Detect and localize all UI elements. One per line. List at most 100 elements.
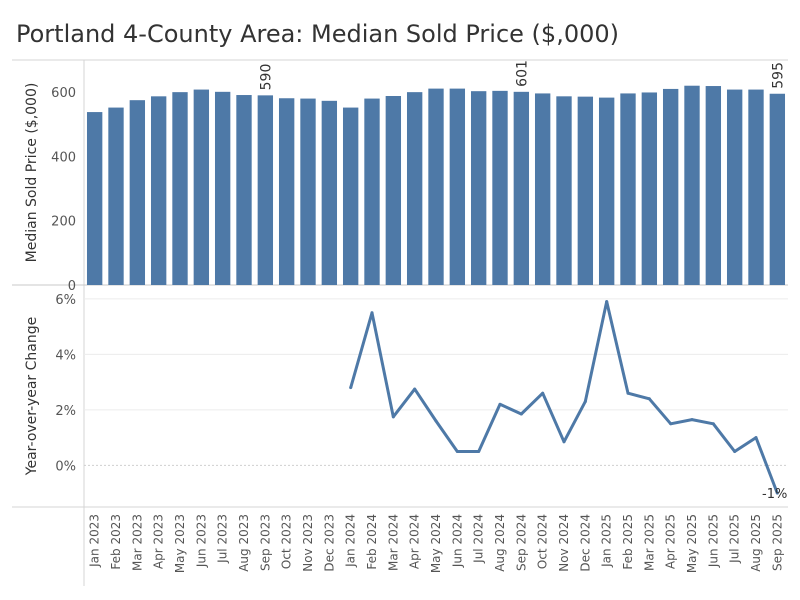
bar-data-label: 590 xyxy=(258,64,274,91)
bar-y-tick-label: 0 xyxy=(68,279,76,294)
line-point xyxy=(349,386,353,390)
x-tick-label: Feb 2023 xyxy=(109,514,123,570)
line-point xyxy=(477,450,481,453)
bar xyxy=(278,98,295,285)
x-tick-label: Aug 2025 xyxy=(749,514,763,572)
bar xyxy=(534,93,551,285)
bar-data-label: 601 xyxy=(514,60,530,87)
line-point xyxy=(583,400,587,404)
line-y-tick-label: 2% xyxy=(55,404,76,419)
line-y-axis-label: Year-over-year Change xyxy=(24,317,40,476)
bar-y-axis-label: Median Sold Price ($,000) xyxy=(24,83,40,263)
line-point xyxy=(391,415,395,419)
bar-y-tick-label: 200 xyxy=(51,215,76,230)
line-point xyxy=(434,419,438,423)
bar xyxy=(342,107,359,285)
bar xyxy=(129,100,146,285)
x-tick-label: Dec 2024 xyxy=(578,514,592,572)
bar xyxy=(705,86,722,286)
x-tick-label: Sep 2023 xyxy=(258,514,272,571)
line-point xyxy=(455,450,459,453)
x-tick-label: May 2023 xyxy=(173,514,187,573)
line-y-tick-label: 4% xyxy=(55,348,76,363)
bar xyxy=(172,92,188,286)
line-point xyxy=(647,397,651,401)
bar xyxy=(748,89,764,285)
bar xyxy=(214,91,231,285)
x-tick-label: Nov 2023 xyxy=(301,514,315,572)
x-tick-label: Sep 2024 xyxy=(514,514,528,571)
bar xyxy=(598,97,615,285)
bar xyxy=(406,92,423,286)
bar xyxy=(492,90,508,285)
bar xyxy=(577,96,594,286)
x-tick-label: Jun 2024 xyxy=(450,514,464,568)
x-axis: Jan 2023 Feb 2023 Mar 2023 Apr 2023 May 2023… xyxy=(88,514,785,573)
line-y-tick-label: 0% xyxy=(55,459,76,474)
x-tick-label: Jan 2024 xyxy=(344,514,358,568)
x-tick-label: Mar 2023 xyxy=(130,514,144,571)
line-point xyxy=(605,300,609,304)
bar xyxy=(428,88,444,285)
x-tick-label: Nov 2024 xyxy=(557,514,571,572)
bar xyxy=(300,98,316,285)
x-tick-label: Mar 2025 xyxy=(642,514,656,571)
x-tick-label: Feb 2024 xyxy=(365,514,379,570)
line-point xyxy=(754,436,758,440)
x-tick-label: Jul 2024 xyxy=(472,514,486,564)
x-tick-label: Feb 2025 xyxy=(621,514,635,570)
bar-panel: 0 200 400 600 Median Sold Price ($,000) 590 60… xyxy=(24,60,786,294)
yoy-line-series xyxy=(349,300,779,494)
bar xyxy=(86,112,103,285)
x-tick-label: Jan 2025 xyxy=(600,514,614,568)
line-point xyxy=(626,391,630,395)
x-tick-label: Jun 2025 xyxy=(706,514,720,568)
x-tick-label: Apr 2024 xyxy=(408,514,422,569)
x-tick-label: Oct 2023 xyxy=(280,514,294,569)
line-point xyxy=(775,491,779,495)
x-tick-label: Jul 2023 xyxy=(216,514,230,564)
x-tick-label: Dec 2023 xyxy=(322,514,336,572)
line-point xyxy=(413,387,417,391)
bar xyxy=(150,96,167,285)
x-tick-label: Jan 2023 xyxy=(88,514,102,568)
x-tick-label: Oct 2024 xyxy=(536,514,550,569)
bar xyxy=(108,107,124,285)
bar xyxy=(662,88,679,285)
bar xyxy=(385,96,402,285)
line-y-tick-label: 6% xyxy=(55,293,76,308)
bar-y-tick-label: 600 xyxy=(51,86,76,101)
x-tick-label: Jul 2025 xyxy=(728,514,742,564)
line-point xyxy=(370,311,374,315)
x-tick-label: Apr 2023 xyxy=(152,514,166,569)
x-tick-label: May 2024 xyxy=(429,514,443,573)
chart-title: Portland 4-County Area: Median Sold Pric… xyxy=(16,20,619,48)
bar xyxy=(193,89,210,285)
line-point xyxy=(711,422,715,426)
line-point xyxy=(541,391,545,395)
bar xyxy=(470,91,487,285)
line-point xyxy=(498,402,502,406)
bar xyxy=(257,95,274,285)
bar-y-tick-label: 400 xyxy=(51,150,76,165)
line-point xyxy=(733,450,737,453)
bar xyxy=(726,89,743,285)
x-tick-label: May 2025 xyxy=(685,514,699,573)
x-tick-label: Aug 2023 xyxy=(237,514,251,572)
bar xyxy=(684,85,700,285)
bar-data-label: 595 xyxy=(770,62,786,89)
x-tick-label: Sep 2025 xyxy=(770,514,784,571)
line-panel: 0% 2% 4% 6% Year-over-year Change -1% xyxy=(24,293,788,502)
x-tick-label: Jun 2023 xyxy=(194,514,208,568)
bar xyxy=(449,88,466,285)
x-tick-label: Apr 2025 xyxy=(664,514,678,569)
line-data-label: -1% xyxy=(762,487,787,502)
bar xyxy=(620,93,636,285)
bar xyxy=(321,100,338,285)
bar xyxy=(556,96,572,285)
bar xyxy=(641,92,658,285)
bar xyxy=(513,91,530,285)
bar xyxy=(236,95,252,286)
line-point xyxy=(519,412,523,416)
